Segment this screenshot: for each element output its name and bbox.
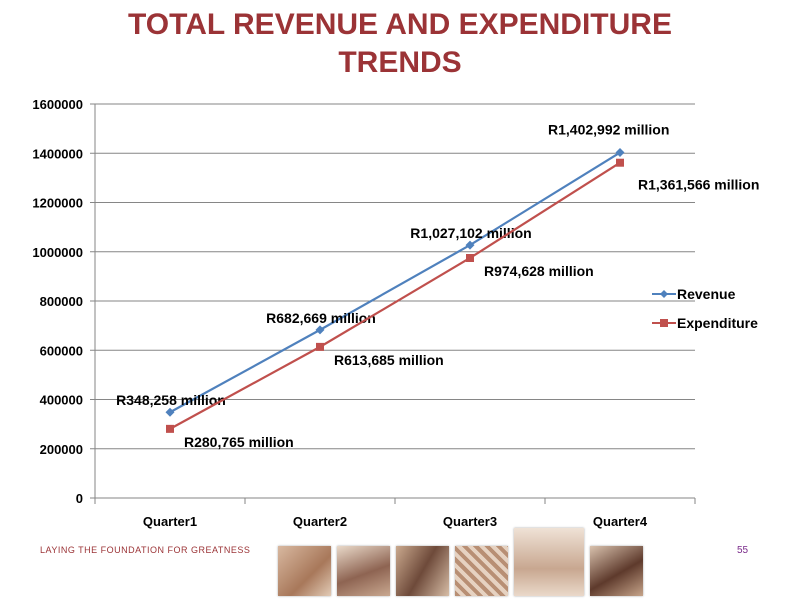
data-point-revenue [165,407,175,417]
slide-title: TOTAL REVENUE AND EXPENDITURE TRENDS [0,6,800,82]
y-tick-label: 1600000 [32,97,83,112]
footer-slogan: LAYING THE FOUNDATION FOR GREATNESS [40,545,251,555]
data-label-expenditure: R613,685 million [334,352,444,368]
y-tick-label: 1000000 [32,245,83,260]
data-point-revenue [465,240,475,250]
data-label-revenue: R682,669 million [266,310,376,326]
x-tick-label: Quarter1 [143,514,197,529]
x-tick-label: Quarter2 [293,514,347,529]
y-tick-label: 400000 [40,393,83,408]
footer-photo-saxophone [590,546,643,596]
page-number: 55 [737,545,749,556]
y-tick-label: 800000 [40,294,83,309]
data-point-expenditure [316,342,324,351]
footer-photo-hands [278,546,331,596]
series-line-revenue [169,151,621,414]
data-point-expenditure [166,424,174,433]
slide-title-line-1: TOTAL REVENUE AND EXPENDITURE [128,8,672,41]
data-label-revenue: R1,027,102 million [410,225,531,241]
y-tick-label: 1400000 [32,146,83,161]
legend-label-revenue: Revenue [677,286,736,302]
data-point-revenue [315,325,325,335]
series-line-expenditure [169,161,621,430]
footer-photo-ballet [514,528,584,596]
data-label-expenditure: R280,765 million [184,434,294,450]
data-label-expenditure: R974,628 million [484,263,594,279]
y-tick-label: 600000 [40,343,83,358]
x-tick-label: Quarter4 [593,514,648,529]
data-point-revenue [615,148,625,158]
footer-photo-dancers [337,546,390,596]
data-label-revenue: R1,402,992 million [548,122,669,138]
slide-title-line-2: TRENDS [338,46,462,79]
footer-photo-film [396,546,449,596]
legend-marker-expenditure [660,319,668,327]
data-label-revenue: R348,258 million [116,392,226,408]
y-tick-label: 1200000 [32,196,83,211]
data-label-expenditure: R1,361,566 million [638,177,759,193]
y-tick-label: 0 [76,491,83,506]
legend-marker-revenue [660,290,668,298]
footer-photo-pattern [455,546,508,596]
legend-label-expenditure: Expenditure [677,315,758,331]
x-tick-label: Quarter3 [443,514,497,529]
y-tick-label: 200000 [40,442,83,457]
data-point-expenditure [616,158,624,167]
data-point-expenditure [466,253,474,262]
